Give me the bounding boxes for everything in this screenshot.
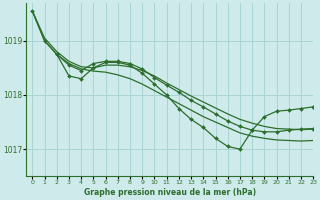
X-axis label: Graphe pression niveau de la mer (hPa): Graphe pression niveau de la mer (hPa) bbox=[84, 188, 256, 197]
